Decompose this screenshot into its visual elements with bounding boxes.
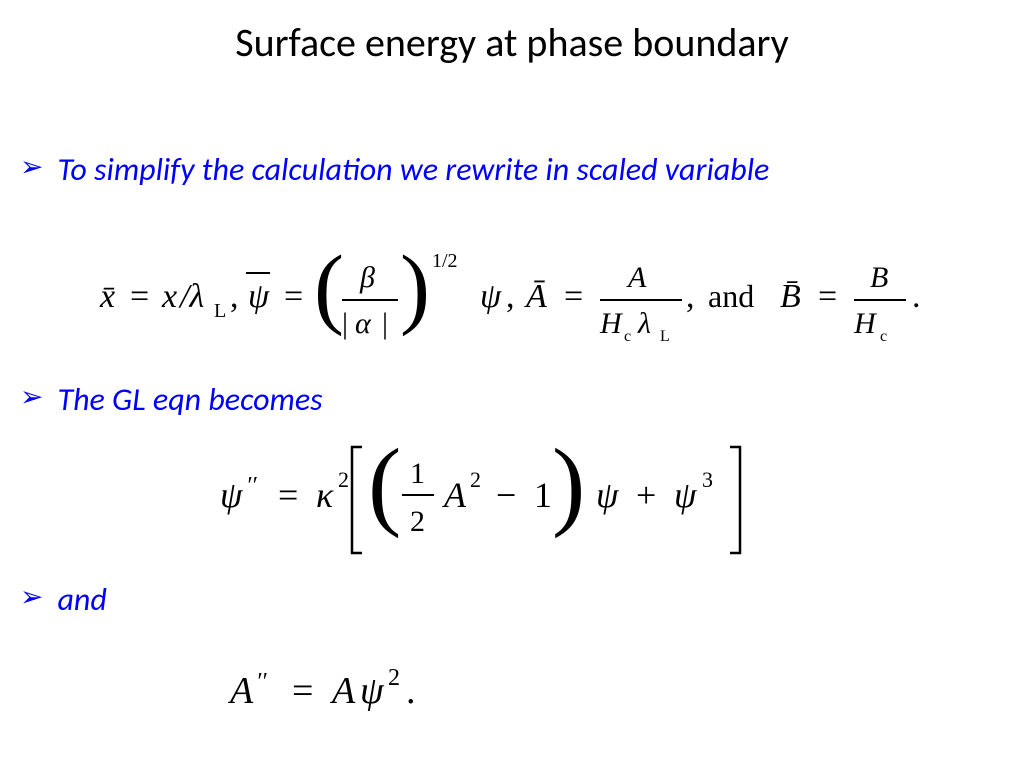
svg-text:α: α — [355, 307, 372, 340]
svg-text:c: c — [880, 328, 887, 345]
svg-text:ψ: ψ — [674, 475, 697, 515]
svg-text:ψ: ψ — [480, 278, 502, 315]
svg-text:,: , — [230, 278, 239, 315]
svg-text:/λ: /λ — [178, 278, 204, 315]
svg-text:(: ( — [314, 245, 344, 337]
svg-text:1: 1 — [534, 475, 552, 515]
chevron-right-icon: ➢ — [20, 150, 43, 184]
svg-text:): ) — [552, 435, 585, 539]
svg-text:B̄: B̄ — [780, 278, 801, 315]
svg-text:,: , — [686, 278, 695, 315]
svg-text:L: L — [214, 300, 226, 322]
svg-text:ψ: ψ — [248, 278, 270, 315]
svg-text:|: | — [342, 307, 348, 340]
svg-text:B: B — [870, 261, 888, 294]
svg-text:−: − — [496, 475, 516, 515]
bullet-2: ➢ The GL eqn becomes — [20, 380, 323, 420]
svg-text:L: L — [660, 328, 670, 345]
svg-text:2: 2 — [410, 505, 425, 538]
svg-text:H: H — [853, 307, 878, 340]
svg-text:H: H — [599, 307, 624, 340]
svg-text:=: = — [130, 278, 149, 315]
svg-text:.: . — [912, 278, 921, 315]
equation-3: A ′′ = A ψ 2 . — [220, 655, 520, 725]
bullet-2-text: The GL eqn becomes — [57, 380, 322, 420]
svg-text:c: c — [624, 328, 631, 345]
svg-text:′′: ′′ — [246, 473, 257, 499]
svg-text:ψ: ψ — [360, 670, 385, 712]
bullet-1-text: To simplify the calculation we rewrite i… — [57, 150, 769, 190]
svg-text:λ: λ — [637, 307, 651, 340]
chevron-right-icon: ➢ — [20, 380, 43, 414]
svg-text:=: = — [284, 278, 303, 315]
svg-text:3: 3 — [702, 467, 713, 492]
svg-text:κ: κ — [316, 475, 334, 515]
svg-text:x: x — [161, 278, 177, 315]
svg-text:=: = — [818, 278, 837, 315]
svg-text:(: ( — [368, 435, 401, 539]
svg-text:2: 2 — [470, 467, 481, 492]
svg-text:2: 2 — [388, 665, 400, 691]
chevron-right-icon: ➢ — [20, 580, 43, 614]
svg-text:=: = — [564, 278, 583, 315]
svg-text:|: | — [382, 307, 388, 340]
svg-text:β: β — [359, 261, 375, 294]
bullet-3: ➢ and — [20, 580, 107, 620]
svg-text:,: , — [506, 278, 515, 315]
bullet-1: ➢ To simplify the calculation we rewrite… — [20, 150, 769, 190]
svg-text:A: A — [626, 261, 647, 294]
svg-text:ψ: ψ — [596, 475, 619, 515]
svg-text:): ) — [400, 245, 430, 337]
svg-text:1: 1 — [410, 457, 425, 490]
svg-text:ψ: ψ — [220, 475, 243, 515]
svg-text:=: = — [292, 670, 313, 712]
svg-text:x̄: x̄ — [99, 278, 115, 315]
svg-text:1/2: 1/2 — [432, 250, 458, 272]
svg-text:A: A — [329, 670, 356, 712]
bullet-3-text: and — [57, 580, 106, 620]
svg-text:A: A — [227, 670, 254, 712]
svg-text:and: and — [708, 278, 754, 314]
svg-text:2: 2 — [338, 467, 349, 492]
svg-text:+: + — [636, 475, 656, 515]
page-title: Surface energy at phase boundary — [0, 18, 1024, 67]
svg-text:Ā: Ā — [524, 278, 547, 315]
equation-2: ψ ′′ = κ 2 ( 1 2 A 2 − 1 ) ψ + ψ 3 — [210, 435, 830, 565]
equation-1: x̄ = x /λ L , ψ = ( β | α | ) 1/2 ψ , Ā … — [80, 245, 980, 355]
svg-text:′′: ′′ — [256, 669, 267, 695]
svg-text:=: = — [278, 475, 298, 515]
svg-text:A: A — [442, 475, 467, 515]
svg-text:.: . — [406, 670, 416, 712]
